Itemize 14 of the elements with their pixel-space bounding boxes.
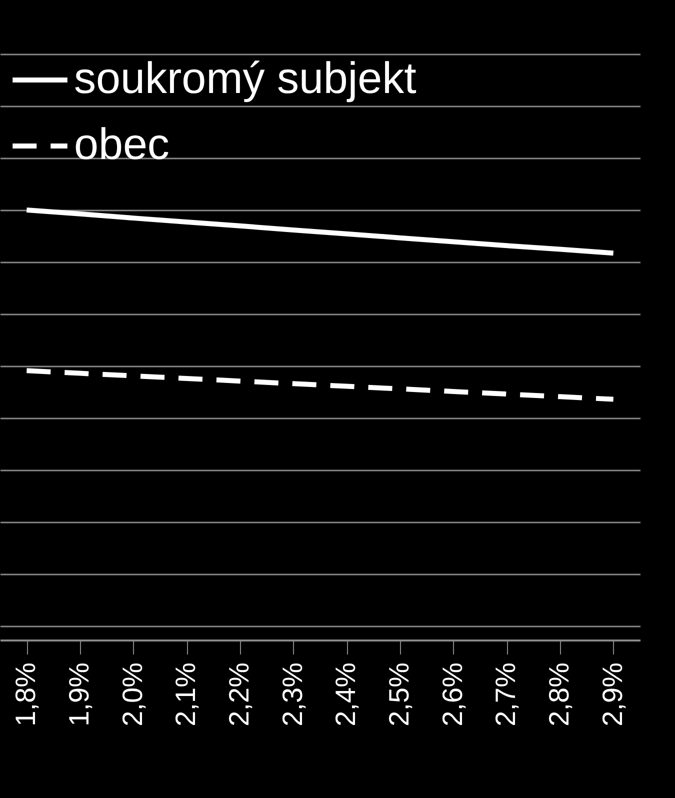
x-tick-label: 2,7%: [490, 662, 522, 726]
legend-label: obec: [74, 120, 170, 169]
x-tick-label: 2,3%: [276, 662, 308, 726]
x-tick-label: 2,1%: [170, 662, 202, 726]
x-tick-label: 1,8%: [10, 662, 42, 726]
x-tick-label: 2,2%: [224, 662, 254, 726]
x-tick-label: 2,4%: [330, 662, 362, 726]
legend-label: soukromý subjekt: [74, 54, 416, 103]
x-tick-label: 2,5%: [384, 662, 414, 726]
x-tick-label: 1,9%: [64, 662, 94, 726]
x-tick-label: 2,9%: [596, 662, 628, 726]
x-tick-label: 2,8%: [544, 662, 574, 726]
x-tick-label: 2,6%: [436, 662, 468, 726]
x-tick-label: 2,0%: [116, 662, 148, 726]
